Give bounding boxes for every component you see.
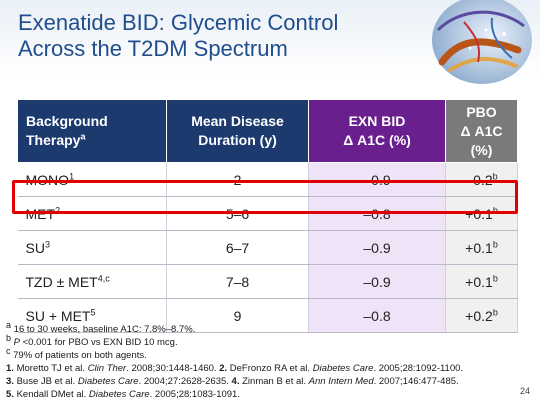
- title-line-1: Exenatide BID: Glycemic Control: [18, 10, 339, 35]
- header-text: Duration (y): [198, 132, 277, 148]
- footnote-c: c 79% of patients on both agents.: [6, 345, 516, 362]
- footnote-marker: b: [492, 170, 498, 181]
- footnote-marker: b: [6, 332, 12, 343]
- reference-authors: Kendall DMet al.: [13, 389, 89, 400]
- duration-cell: 7–8: [166, 264, 309, 299]
- pbo-value: +0.1: [465, 239, 493, 256]
- therapy-label: TZD ± MET: [25, 273, 98, 290]
- reference-authors: DeFronzo RA et al.: [227, 363, 313, 374]
- header-background-therapy: Background Therapya: [17, 99, 167, 163]
- anatomy-illustration: [432, 0, 532, 84]
- page-number: 24: [519, 386, 530, 396]
- header-text: Therapy: [26, 132, 81, 148]
- reference-authors: Buse JB et al.: [13, 376, 78, 387]
- title-line-2: Across the T2DM Spectrum: [18, 36, 288, 61]
- reference-number: 2.: [219, 363, 228, 374]
- therapy-cell: TZD ± MET4,c: [17, 264, 167, 299]
- reference-number: 3.: [6, 376, 14, 387]
- header-text: PBO: [466, 103, 497, 120]
- table-header-row: Background Therapya Mean Disease Duratio…: [17, 99, 518, 163]
- footnote-marker: 2: [55, 204, 61, 215]
- duration-cell: 9: [166, 298, 309, 333]
- pbo-cell: +0.2b: [445, 298, 518, 333]
- pbo-value: +0.1: [465, 273, 493, 290]
- table-row: TZD ± MET4,c 7–8 –0.9 +0.1b: [17, 264, 518, 299]
- reference-authors: Moretto TJ et al.: [13, 363, 88, 374]
- therapy-cell: MONO1: [17, 162, 167, 197]
- header-text: Δ A1C (%): [343, 132, 411, 148]
- therapy-label: MONO: [25, 171, 70, 188]
- reference-citation: . 2007;146:477-485.: [373, 376, 459, 387]
- slide-title: Exenatide BID: Glycemic Control Across t…: [18, 10, 338, 62]
- footnote-marker: 3: [44, 238, 50, 249]
- footnote-marker: 4,c: [97, 272, 110, 283]
- reference-citation: . 2004;27:2628-2635.: [138, 376, 232, 387]
- reference-authors: Zinman B et al.: [239, 376, 309, 387]
- reference-citation: . 2005;28:1092-1100.: [373, 363, 464, 374]
- footnote-marker: b: [492, 306, 498, 317]
- pbo-value: –0.2: [465, 171, 493, 188]
- table-row: MONO1 2 –0.9 –0.2b: [17, 162, 518, 197]
- footnote-marker: a: [80, 131, 86, 142]
- reference-citation: . 2005;28:1083-1091.: [149, 389, 240, 400]
- footnote-marker: b: [492, 272, 498, 283]
- pbo-value: +0.2: [465, 307, 493, 324]
- header-mean-disease-duration: Mean Disease Duration (y): [166, 99, 309, 163]
- reference-number: 1.: [6, 363, 14, 374]
- header-text: Background: [26, 113, 108, 129]
- footnote-marker: a: [6, 319, 12, 330]
- table-row: SU + MET5 9 –0.8 +0.2b: [17, 298, 518, 333]
- footnote-b: b P <0.001 for PBO vs EXN BID 10 mcg.: [6, 332, 516, 349]
- pbo-cell: –0.2b: [445, 162, 518, 197]
- footnote-marker: 1: [69, 170, 75, 181]
- footnote-text: <0.001 for PBO vs EXN BID 10 mcg.: [20, 337, 178, 348]
- reference-line-3: 5. Kendall DMet al. Diabetes Care. 2005;…: [6, 388, 516, 401]
- reference-journal: Diabetes Care: [77, 376, 139, 387]
- reference-citation: . 2008;30:1448-1460.: [126, 363, 220, 374]
- footnote-a: a 16 to 30 weeks, baseline A1C: 7.8%–8.7…: [6, 319, 516, 336]
- exn-cell: –0.8: [308, 298, 446, 333]
- therapy-cell: SU + MET5: [17, 298, 167, 333]
- pbo-cell: +0.1b: [445, 230, 518, 265]
- reference-line-2: 3. Buse JB et al. Diabetes Care. 2004;27…: [6, 375, 516, 388]
- footnotes: a 16 to 30 weeks, baseline A1C: 7.8%–8.7…: [6, 319, 516, 401]
- header-text: EXN BID: [348, 113, 406, 129]
- therapy-cell: SU3: [17, 230, 167, 265]
- header-text: Mean Disease: [191, 113, 284, 129]
- reference-number: 5.: [6, 389, 14, 400]
- duration-cell: 2: [166, 162, 309, 197]
- table-row: SU3 6–7 –0.9 +0.1b: [17, 230, 518, 265]
- reference-journal: Ann Intern Med: [308, 376, 374, 387]
- footnote-marker: b: [492, 238, 498, 249]
- reference-line-1: 1. Moretto TJ et al. Clin Ther. 2008;30:…: [6, 362, 516, 375]
- footnote-marker: b: [492, 204, 498, 215]
- table-row: MET2 5–6 –0.8 +0.1b: [17, 196, 518, 231]
- reference-number: 4.: [231, 376, 240, 387]
- exn-cell: –0.9: [308, 264, 446, 299]
- footnote-text: 79% of patients on both agents.: [13, 350, 147, 361]
- footnote-marker: 5: [90, 306, 96, 317]
- header-exn-bid: EXN BID Δ A1C (%): [308, 99, 446, 163]
- met-row-highlight-box: [12, 180, 518, 214]
- footnote-text: 16 to 30 weeks, baseline A1C: 7.8%–8.7%.: [13, 324, 196, 335]
- header-pbo: PBO Δ A1C (%): [445, 99, 518, 163]
- duration-cell: 6–7: [166, 230, 309, 265]
- exn-cell: –0.9: [308, 162, 446, 197]
- therapy-label: SU + MET: [25, 307, 91, 324]
- header-text: Δ A1C (%): [460, 122, 503, 158]
- reference-journal: Clin Ther: [87, 363, 127, 374]
- reference-journal: Diabetes Care: [88, 389, 150, 400]
- glycemic-control-table: Background Therapya Mean Disease Duratio…: [17, 99, 518, 333]
- reference-journal: Diabetes Care: [312, 363, 374, 374]
- footnote-marker: c: [6, 345, 11, 356]
- exn-cell: –0.9: [308, 230, 446, 265]
- pbo-cell: +0.1b: [445, 264, 518, 299]
- therapy-label: SU: [25, 239, 45, 256]
- p-value-symbol: P: [13, 337, 20, 348]
